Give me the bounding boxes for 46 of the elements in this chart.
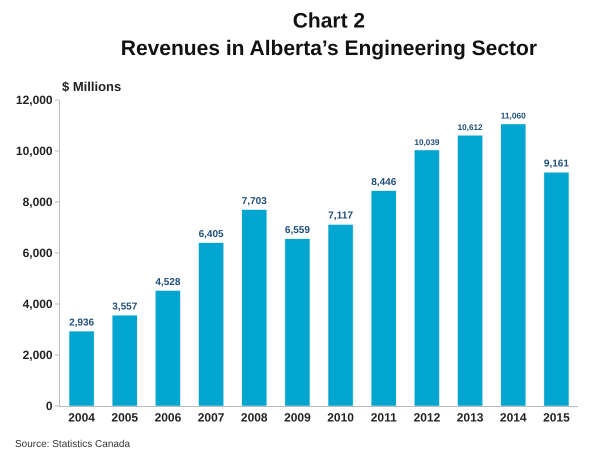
data-label: 7,703 <box>242 196 268 207</box>
x-tick-label: 2013 <box>456 410 484 424</box>
data-label: 8,446 <box>371 176 397 188</box>
data-label: 3,557 <box>112 302 138 313</box>
x-tick-label: 2007 <box>198 410 225 424</box>
data-label: 4,528 <box>155 276 181 288</box>
bar <box>112 315 138 406</box>
y-tick-label: 4,000 <box>22 297 53 312</box>
x-tick-label: 2005 <box>111 410 138 424</box>
y-axis-title: $ Millions <box>62 79 122 94</box>
y-tick-label: 12,000 <box>16 93 53 108</box>
x-tick-label: 2010 <box>327 410 354 424</box>
y-tick-label: 2,000 <box>22 348 53 362</box>
bar <box>370 190 397 406</box>
data-label: 10,039 <box>414 138 440 147</box>
y-tick-label: 8,000 <box>22 195 53 210</box>
data-label: 2,936 <box>69 317 95 328</box>
y-tick-label: 10,000 <box>16 144 53 158</box>
chart-title: Chart 2 Revenues in Alberta’s Engineering Sector <box>120 10 538 60</box>
data-label: 7,117 <box>328 210 354 222</box>
x-tick-label: 2014 <box>500 410 527 424</box>
bar <box>284 238 310 406</box>
data-label: 6,559 <box>284 225 310 236</box>
data-label: 10,612 <box>458 123 484 132</box>
x-tick-label: 2006 <box>154 410 182 424</box>
bar <box>544 172 570 406</box>
x-tick-label: 2009 <box>284 410 312 424</box>
x-tick-label: 2008 <box>240 410 268 424</box>
bar <box>414 150 440 406</box>
x-tick-label: 2012 <box>414 410 441 424</box>
bar <box>457 135 483 406</box>
x-tick-label: 2004 <box>68 410 96 424</box>
bar <box>500 124 526 406</box>
y-tick-label: 0 <box>46 399 53 414</box>
bar <box>328 224 354 406</box>
data-label: 6,405 <box>198 228 224 240</box>
bar <box>198 242 224 406</box>
data-label: 11,060 <box>500 110 526 121</box>
source-note: Source: Statistics Canada <box>15 439 130 450</box>
x-tick-label: 2015 <box>543 410 570 424</box>
x-tick-label: 2011 <box>370 410 398 424</box>
bar <box>241 209 268 406</box>
bar <box>155 290 181 406</box>
y-tick-label: 6,000 <box>22 246 53 260</box>
data-label: 9,161 <box>544 158 570 170</box>
bar <box>68 330 94 406</box>
